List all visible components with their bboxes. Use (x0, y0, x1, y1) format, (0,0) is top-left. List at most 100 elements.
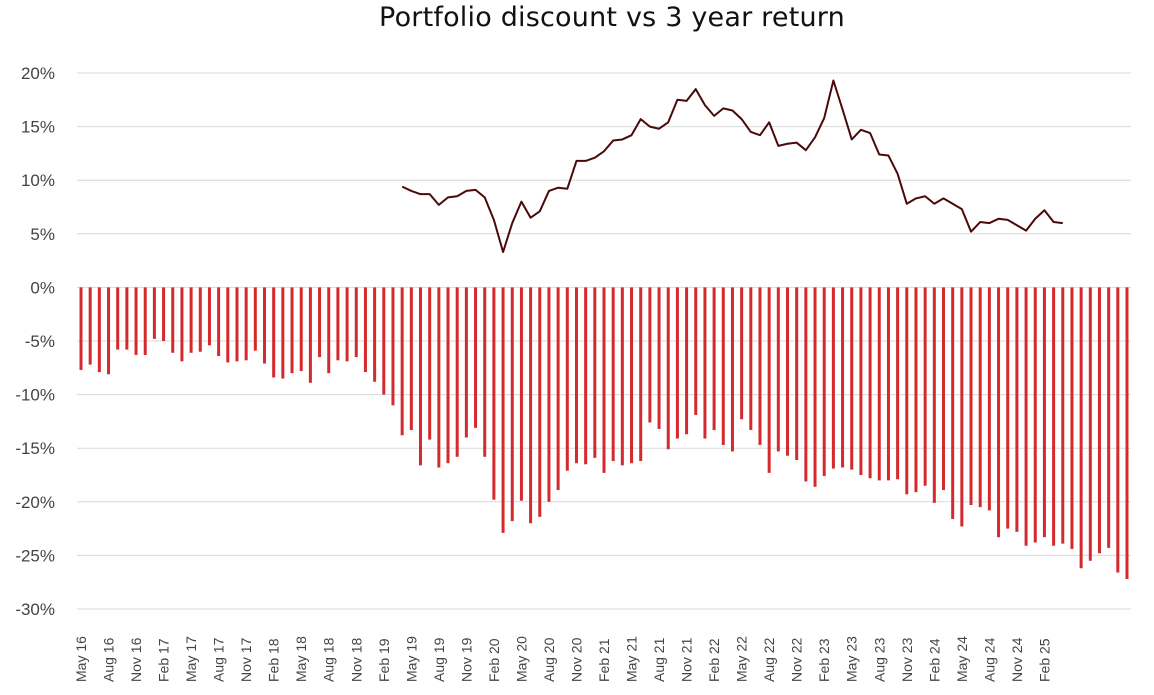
x-tick-label: May 21 (624, 636, 640, 682)
discount-bar (107, 287, 111, 375)
x-tick-label: Nov 18 (348, 637, 364, 682)
discount-bars (79, 287, 1129, 579)
discount-bar (868, 287, 872, 479)
discount-bar (373, 287, 377, 382)
discount-bar (189, 287, 193, 353)
discount-bar (1042, 287, 1046, 538)
x-tick-label: Nov 23 (899, 637, 915, 682)
discount-bar (1006, 287, 1010, 529)
discount-bar (253, 287, 257, 351)
discount-bar (1033, 287, 1037, 543)
discount-bar (786, 287, 790, 456)
discount-bar (171, 287, 175, 353)
discount-bar (1097, 287, 1101, 554)
x-tick-label: Aug 19 (431, 637, 447, 682)
discount-bar (1116, 287, 1120, 573)
discount-bar (593, 287, 597, 458)
x-tick-label: May 20 (513, 636, 529, 682)
x-tick-label: Nov 21 (679, 637, 695, 682)
y-tick-label: 15% (21, 118, 55, 137)
discount-bar (749, 287, 753, 430)
discount-bar (850, 287, 854, 470)
discount-bar (556, 287, 560, 491)
x-axis-tick-labels: May 16 Aug 16 Nov 16 Feb 17 May 17 Aug 17 Nov … (73, 636, 1052, 682)
y-tick-label: -20% (15, 493, 55, 512)
x-tick-label: Feb 17 (156, 638, 172, 682)
discount-bar (639, 287, 643, 462)
discount-bar (519, 287, 523, 501)
x-tick-label: Feb 23 (816, 638, 832, 682)
return-line (401, 79, 1063, 254)
discount-bar (730, 287, 734, 452)
discount-bar (88, 287, 92, 365)
discount-bar (1070, 287, 1074, 549)
discount-bar (1107, 287, 1111, 548)
discount-bar (703, 287, 707, 439)
discount-bar (758, 287, 762, 445)
discount-bar (630, 287, 634, 464)
discount-bar (226, 287, 230, 363)
discount-bar (290, 287, 294, 374)
discount-bar (969, 287, 973, 506)
discount-bar (602, 287, 606, 473)
discount-bar (776, 287, 780, 452)
discount-bar (180, 287, 184, 362)
x-tick-label: Nov 17 (238, 637, 254, 682)
discount-bar (152, 287, 156, 339)
x-tick-label: Aug 20 (541, 637, 557, 682)
discount-bar (960, 287, 964, 527)
discount-bar (263, 287, 267, 364)
discount-bar (721, 287, 725, 445)
discount-bar (474, 287, 478, 428)
x-tick-label: May 22 (734, 636, 750, 682)
discount-bar (455, 287, 459, 457)
discount-bar (391, 287, 395, 406)
discount-bar (336, 287, 340, 361)
x-tick-label: May 19 (403, 636, 419, 682)
y-tick-label: 10% (21, 171, 55, 190)
discount-bar (125, 287, 129, 350)
y-tick-label: -10% (15, 386, 55, 405)
discount-bar (1061, 287, 1065, 544)
x-tick-label: Aug 17 (211, 637, 227, 682)
discount-bar (657, 287, 661, 429)
x-tick-label: Feb 22 (706, 638, 722, 682)
discount-bar (207, 287, 211, 346)
discount-bar (831, 287, 835, 469)
x-tick-label: Nov 20 (568, 637, 584, 682)
y-axis-tick-labels: 20% 15% 10% 5% 0% -5% -10% -15% -20% -25% -30% (15, 64, 55, 619)
discount-bar (354, 287, 358, 358)
discount-bar (923, 287, 927, 486)
discount-bar (767, 287, 771, 473)
y-tick-label: -25% (15, 546, 55, 565)
x-tick-label: Nov 16 (128, 637, 144, 682)
discount-bar (134, 287, 138, 355)
x-tick-label: Feb 18 (266, 638, 282, 682)
y-tick-label: 0% (30, 278, 55, 297)
discount-bar (446, 287, 450, 464)
x-tick-label: Aug 22 (761, 637, 777, 682)
y-tick-label: -15% (15, 439, 55, 458)
discount-bar (1052, 287, 1056, 546)
discount-bar (143, 287, 147, 355)
discount-bar (418, 287, 422, 466)
discount-bar (501, 287, 505, 533)
discount-bar (79, 287, 83, 370)
discount-bar (941, 287, 945, 491)
x-tick-label: Aug 21 (651, 637, 667, 682)
discount-bar (896, 287, 900, 480)
x-tick-label: Feb 24 (926, 638, 942, 682)
x-tick-label: May 23 (844, 636, 860, 682)
discount-bar (611, 287, 615, 462)
discount-bar (1088, 287, 1092, 561)
discount-bar (382, 287, 386, 395)
discount-bar (905, 287, 909, 495)
discount-bar (547, 287, 551, 502)
discount-bar (978, 287, 982, 508)
discount-bar (841, 287, 845, 468)
discount-bar (932, 287, 936, 503)
discount-bar (951, 287, 955, 519)
discount-bar (327, 287, 331, 374)
discount-bar (795, 287, 799, 460)
